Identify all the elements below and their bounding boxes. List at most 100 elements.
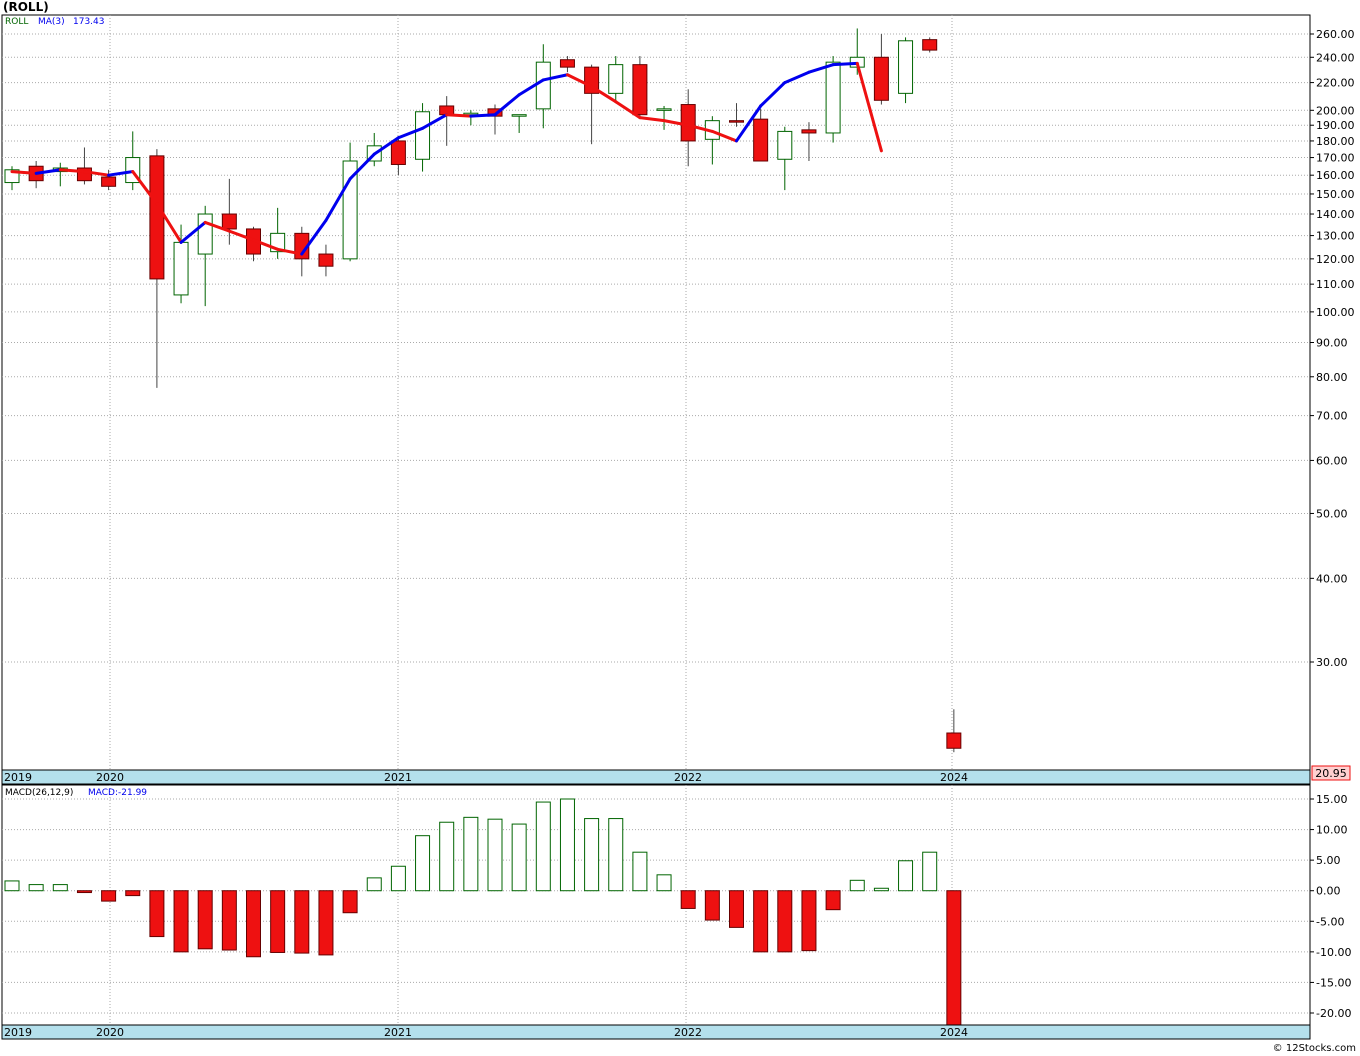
- ma-segment: [590, 85, 618, 104]
- price-y-tick-label: 240.00: [1316, 51, 1355, 64]
- macd-bar: [656, 874, 672, 892]
- macd-bar: [76, 890, 92, 894]
- ma-segment: [517, 78, 545, 97]
- ma-segment: [469, 113, 497, 118]
- macd-bar: [898, 860, 914, 892]
- macd-bar: [632, 851, 648, 892]
- ma-segment: [372, 136, 400, 156]
- macd-y-tick-label: 5.00: [1316, 854, 1341, 867]
- ma-segment: [421, 113, 449, 130]
- macd-bar: [439, 821, 455, 892]
- macd-y-tick-label: 15.00: [1316, 793, 1348, 806]
- macd-bar: [873, 887, 889, 892]
- macd-y-axis: 15.00 10.00 5.00 0.00 -5.00 -10.00 -15.00 -20.0…: [1310, 793, 1351, 1020]
- macd-bar: [487, 818, 503, 892]
- ma-segment: [82, 170, 111, 177]
- macd-bar: [849, 879, 865, 892]
- price-y-tick-label: 180.00: [1316, 135, 1355, 148]
- ma-segment: [131, 170, 159, 206]
- price-y-tick-label: 130.00: [1316, 230, 1355, 243]
- ma-segment: [396, 126, 425, 140]
- macd-bar: [946, 890, 962, 1026]
- macd-bar: [125, 890, 141, 897]
- macd-bar: [28, 884, 44, 892]
- macd-bar: [680, 890, 696, 909]
- candle-body: [101, 176, 117, 187]
- macd-y-tick-label: -10.00: [1316, 946, 1351, 959]
- price-x-tick-label: 2021: [384, 771, 412, 784]
- macd-bar: [149, 890, 165, 938]
- macd-bars: [4, 798, 962, 1026]
- ma-segment: [324, 177, 352, 222]
- macd-bar: [729, 890, 744, 928]
- price-y-tick-label: 100.00: [1316, 306, 1355, 319]
- ma-segment: [348, 152, 376, 181]
- candle-body: [680, 104, 696, 142]
- macd-bar: [52, 884, 68, 892]
- ma-segment: [276, 247, 304, 256]
- macd-bar: [922, 851, 938, 892]
- ma-segment: [203, 220, 231, 233]
- macd-bar: [390, 865, 406, 892]
- candle-body: [777, 130, 793, 160]
- macd-bar: [173, 890, 189, 953]
- candle-body: [753, 118, 769, 162]
- macd-bar: [221, 890, 237, 951]
- price-y-tick-label: 110.00: [1316, 278, 1355, 291]
- candle-body: [149, 155, 165, 280]
- macd-bar: [415, 835, 431, 892]
- price-x-tick-label: 2024: [940, 771, 968, 784]
- ma-segment: [638, 116, 666, 123]
- ma-segment: [252, 238, 280, 251]
- last-price-label: 20.95: [1315, 767, 1347, 780]
- macd-bar: [101, 890, 117, 902]
- price-y-axis: 260.00 240.00 220.00 200.00 190.00 180.00 170.…: [1310, 28, 1355, 669]
- price-y-tick-label: 30.00: [1316, 656, 1348, 669]
- macd-bar: [246, 890, 261, 958]
- macd-bar: [825, 890, 841, 911]
- macd-bar: [4, 880, 20, 892]
- ma-segment: [565, 73, 594, 89]
- macd-bar: [318, 890, 334, 956]
- macd-bar: [294, 890, 310, 954]
- macd-x-tick-label: 2021: [384, 1026, 412, 1039]
- macd-bar: [704, 890, 720, 921]
- ma-segment: [686, 123, 714, 133]
- macd-bar: [342, 890, 358, 914]
- ma-line: [10, 61, 883, 256]
- ma-segment: [759, 81, 787, 108]
- ma-segment: [541, 73, 569, 82]
- macd-x-tick-label: 2019: [4, 1026, 32, 1039]
- candle-body: [825, 61, 841, 134]
- candle-body: [801, 129, 817, 134]
- site-credit: © 12Stocks.com: [1273, 1043, 1356, 1054]
- legend-symbol: ROLL: [5, 17, 28, 27]
- price-y-tick-label: 260.00: [1316, 28, 1355, 41]
- price-candles: [4, 28, 962, 753]
- macd-y-tick-label: 0.00: [1316, 885, 1341, 898]
- legend-ma: MA(3): [38, 17, 65, 27]
- ma-segment: [831, 61, 859, 67]
- macd-bar: [559, 798, 575, 892]
- candle-body: [873, 56, 889, 101]
- ma-segment: [807, 63, 835, 74]
- macd-y-tick-label: 10.00: [1316, 824, 1348, 837]
- macd-x-axis: 2019 2020 2021 2022 2024: [4, 1026, 968, 1039]
- ma-segment: [300, 218, 328, 256]
- price-y-tick-label: 120.00: [1316, 253, 1355, 266]
- candle-body: [898, 40, 914, 94]
- macd-bar: [197, 890, 213, 950]
- macd-x-tick-label: 2022: [674, 1026, 702, 1039]
- ma-segment: [662, 119, 690, 127]
- ma-segment: [227, 229, 255, 242]
- price-x-axis: 2019 2020 2021 2022 2024: [4, 771, 968, 784]
- price-panel: 260.00 240.00 220.00 200.00 190.00 180.00 170.…: [1, 14, 1355, 785]
- candle-body: [922, 39, 938, 51]
- candle-body: [535, 61, 551, 110]
- candle-body: [946, 732, 962, 749]
- price-gridlines: [2, 15, 1310, 770]
- macd-plot-border: [1, 784, 1311, 1040]
- price-y-tick-label: 140.00: [1316, 208, 1355, 221]
- candle-body: [318, 253, 334, 267]
